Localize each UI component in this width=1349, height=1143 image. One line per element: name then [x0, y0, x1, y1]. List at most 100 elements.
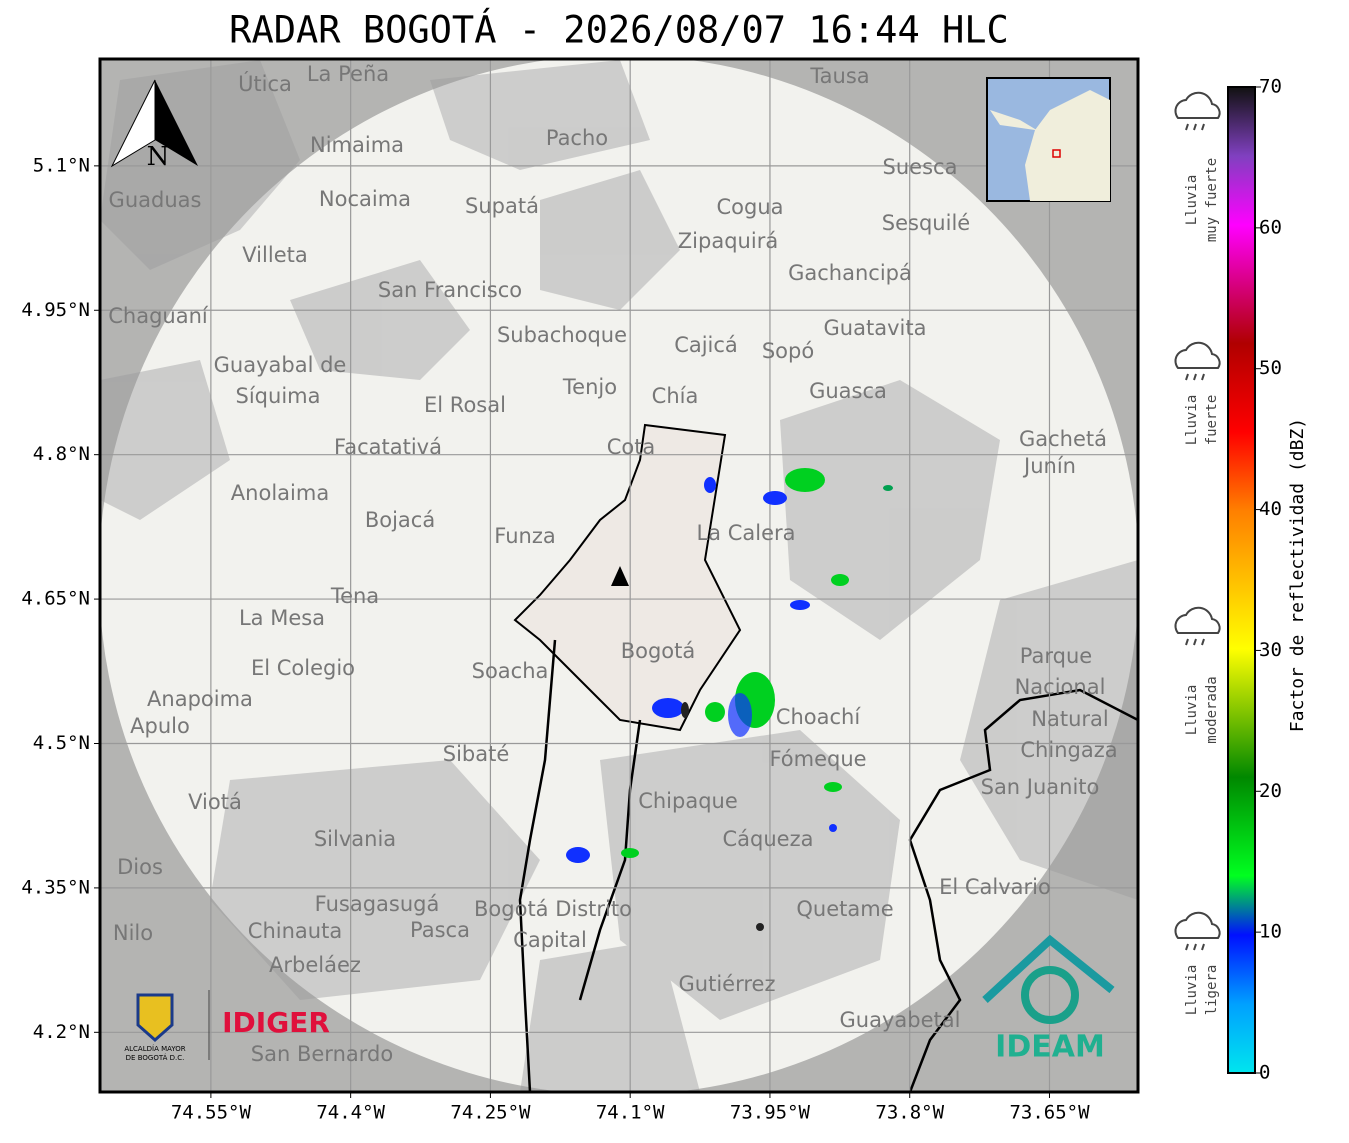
- idiger-logo: IDIGER: [222, 1006, 330, 1039]
- place-label: Bogotá Distrito: [474, 897, 632, 921]
- x-tick-label: 73.95°W: [730, 1102, 811, 1124]
- place-label: Chaguaní: [108, 304, 209, 328]
- alcaldia-line: DE BOGOTÁ D.C.: [126, 1053, 185, 1062]
- places: La Peña Útica Tausa Pacho Nimaima Suesca Guadu…: [108, 62, 1117, 1066]
- y-tick-label: 5.1°N: [33, 154, 90, 176]
- place-label: Cajicá: [674, 333, 738, 357]
- place-label: Subachoque: [497, 323, 627, 347]
- place-label: Capital: [513, 928, 587, 952]
- place-label: San Bernardo: [251, 1042, 393, 1066]
- radar-echoes: [566, 468, 893, 931]
- place-label: La Calera: [696, 521, 795, 545]
- colorbar-axis: 0 10 20 30 40 50 60 70: [1255, 76, 1282, 1084]
- y-tick-label: 4.5°N: [33, 732, 90, 754]
- place-label: Junín: [1022, 454, 1076, 478]
- place-label: Anolaima: [231, 481, 329, 505]
- legend-icon: [1174, 606, 1221, 634]
- logo-ideam: IDEAM: [982, 934, 1115, 1065]
- ideam-logo: IDEAM: [995, 1030, 1105, 1065]
- dept-boundary: [518, 639, 1138, 1092]
- y-tick-label: 4.95°N: [21, 299, 90, 321]
- place-label: Pasca: [410, 918, 470, 942]
- legend-label: Lluvia: [1184, 175, 1200, 226]
- colorbar-tick-label: 40: [1259, 498, 1282, 520]
- place-label: Tenjo: [562, 375, 617, 399]
- place-label: Dios: [117, 855, 163, 879]
- y-tick-label: 4.65°N: [21, 588, 90, 610]
- place-label: San Francisco: [378, 278, 522, 302]
- x-tick-label: 73.65°W: [1009, 1102, 1090, 1124]
- legend-icon: [1174, 911, 1221, 939]
- place-label: Silvania: [314, 827, 396, 851]
- place-label: Guatavita: [824, 316, 927, 340]
- colorbar-tick-label: 70: [1259, 76, 1282, 98]
- legend-label: Lluvia: [1184, 965, 1200, 1016]
- place-label: Chipaque: [638, 789, 738, 813]
- place-label: San Juanito: [981, 775, 1100, 799]
- legend-label: ligera: [1204, 965, 1220, 1016]
- colorbar-tick-label: 0: [1259, 1062, 1270, 1084]
- place-label: Útica: [238, 71, 292, 96]
- place-label: Choachí: [776, 705, 862, 729]
- place-label: Apulo: [130, 714, 190, 738]
- place-label: Guayabetal: [840, 1008, 961, 1032]
- colorbar-label: Factor de reflectividad (dBZ): [1287, 418, 1308, 732]
- place-label: Cota: [607, 435, 656, 459]
- place-label: Funza: [494, 524, 555, 548]
- colorbar-tick-label: 60: [1259, 216, 1282, 238]
- place-label: Gutiérrez: [679, 972, 776, 996]
- place-label: Tausa: [809, 64, 869, 88]
- place-label: Villeta: [242, 243, 307, 267]
- logo-alcaldia: ALCALDÍA MAYOR DE BOGOTÁ D.C. IDIGER: [124, 990, 330, 1062]
- place-label: Nimaima: [310, 133, 404, 157]
- alcaldia-line: ALCALDÍA MAYOR: [124, 1044, 185, 1053]
- place-label: Arbeláez: [269, 953, 361, 977]
- place-label: Chía: [652, 384, 699, 408]
- legend-label: muy fuerte: [1204, 158, 1220, 242]
- map-frame: [98, 57, 1140, 1094]
- place-label: Bojacá: [365, 508, 435, 532]
- y-tick-label: 4.2°N: [33, 1021, 90, 1043]
- place-label: Guaduas: [109, 188, 202, 212]
- place-label: El Rosal: [424, 393, 506, 417]
- x-tick-label: 74.25°W: [450, 1102, 531, 1124]
- place-label: Nacional: [1015, 675, 1106, 699]
- x-tick-label: 74.55°W: [171, 1102, 252, 1124]
- place-label: Facatativá: [334, 435, 442, 459]
- colorbar-tick-label: 30: [1259, 639, 1282, 661]
- place-label: Natural: [1031, 707, 1108, 731]
- title: RADAR BOGOTÁ - 2026/08/07 16:44 HLC: [229, 8, 1009, 52]
- place-label: Parque: [1020, 644, 1092, 668]
- legend-drops: [1185, 638, 1205, 646]
- place-label: Cáqueza: [723, 827, 814, 851]
- place-label: Gachetá: [1019, 427, 1107, 451]
- y-tick-label: 4.35°N: [21, 876, 90, 898]
- place-label: Chinauta: [248, 919, 342, 943]
- bogota-boundary: [513, 423, 742, 732]
- place-label: Cogua: [716, 195, 783, 219]
- legend-drops: [1185, 373, 1205, 381]
- colorbar-tick-label: 10: [1259, 921, 1282, 943]
- colorbar-tick-label: 50: [1259, 357, 1282, 379]
- place-label: El Calvario: [939, 875, 1051, 899]
- place-label: Tena: [330, 584, 379, 608]
- legend-icon: [1174, 91, 1221, 119]
- place-label: Chingaza: [1020, 738, 1117, 762]
- place-label: Suesca: [883, 155, 958, 179]
- place-label: Zipaquirá: [678, 229, 778, 253]
- y-tick-label: 4.8°N: [33, 443, 90, 465]
- grid: [100, 59, 1138, 1092]
- place-label: Quetame: [796, 897, 893, 921]
- place-label: Sopó: [762, 339, 814, 363]
- radar-site: [611, 566, 629, 586]
- legend-drops: [1185, 123, 1205, 131]
- place-label: Soacha: [472, 659, 549, 683]
- legend-icon: [1174, 341, 1221, 369]
- legend-label: Lluvia: [1184, 395, 1200, 446]
- place-label: Fusagasugá: [315, 892, 440, 916]
- place-label: Guasca: [809, 379, 887, 403]
- axes: 74.55°W 74.4°W 74.25°W 74.1°W 73.95°W 73.8°W 7…: [21, 154, 1090, 1123]
- place-label: La Peña: [307, 62, 389, 86]
